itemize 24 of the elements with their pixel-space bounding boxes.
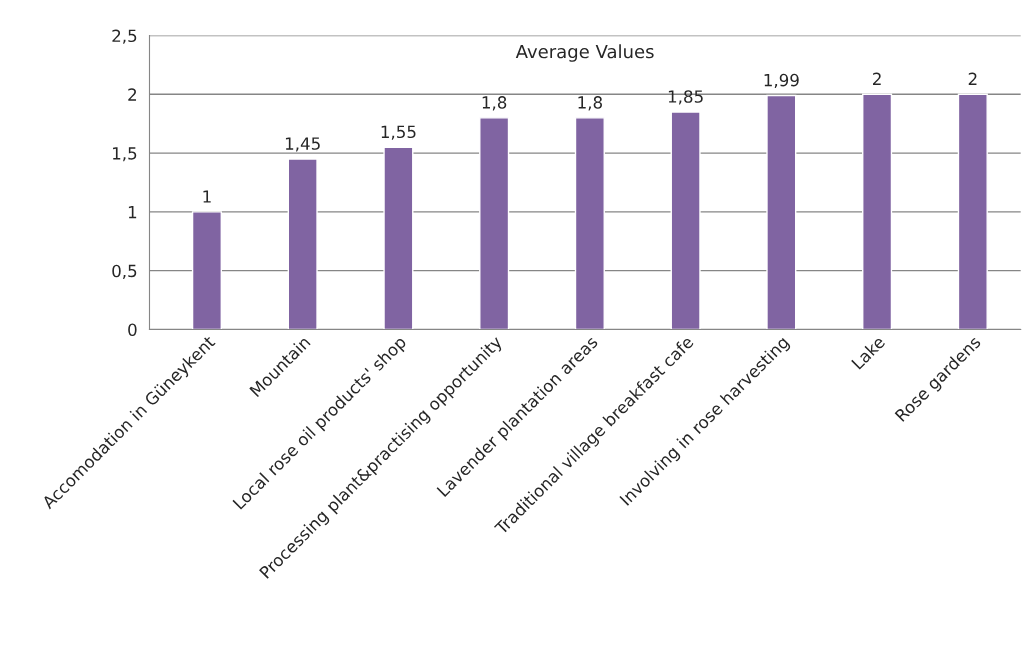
chart-title: Average Values xyxy=(515,44,654,62)
data-label: 1,8 xyxy=(482,96,507,111)
data-label: 1,8 xyxy=(578,96,602,111)
data-label: 2 xyxy=(873,72,881,85)
y-tick-label: 0 xyxy=(128,323,137,337)
y-tick-label: 0,5 xyxy=(112,264,137,279)
data-label: 1 xyxy=(203,190,211,203)
bar xyxy=(670,111,701,330)
y-tick-label: 2 xyxy=(128,88,137,101)
y-tick-label: 1 xyxy=(128,206,137,219)
bar xyxy=(479,117,510,330)
y-tick-label: 1,5 xyxy=(113,147,137,162)
bar xyxy=(191,211,222,330)
bar xyxy=(287,158,318,330)
y-tick-label: 2,5 xyxy=(112,29,137,44)
bar xyxy=(383,146,414,330)
data-label: 1,45 xyxy=(285,137,320,152)
bar xyxy=(957,93,988,330)
data-label: 1,55 xyxy=(381,125,416,140)
bar xyxy=(862,93,893,330)
data-label: 1,99 xyxy=(764,73,799,89)
data-label: 2 xyxy=(968,72,977,85)
bar xyxy=(766,94,797,330)
bar xyxy=(574,117,605,330)
